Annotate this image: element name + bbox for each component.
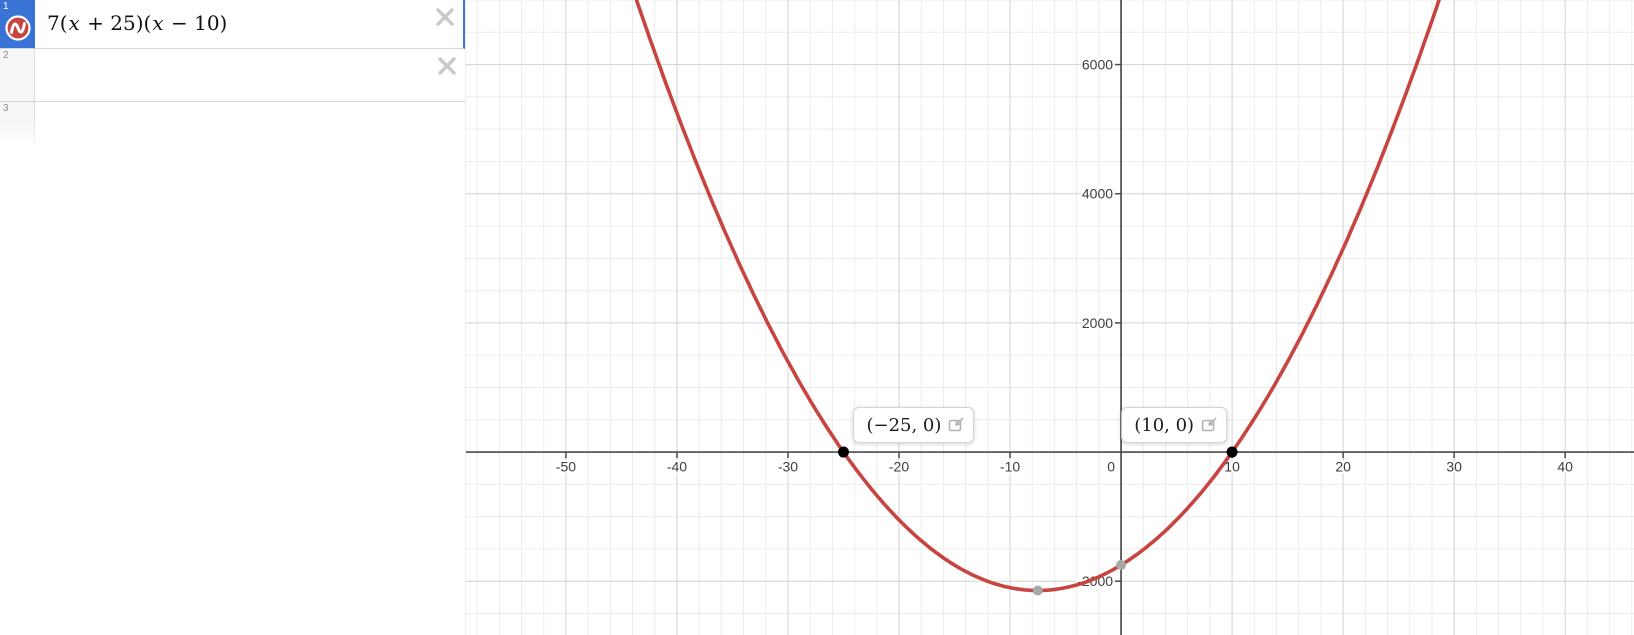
expression-panel: 1 7(x + 25)(x − 10) 2 — [0, 0, 466, 635]
svg-text:-40: -40 — [667, 458, 687, 474]
graph-point[interactable] — [837, 446, 849, 458]
svg-text:-2000: -2000 — [1077, 573, 1113, 589]
svg-text:20: 20 — [1335, 458, 1351, 474]
svg-text:-20: -20 — [889, 458, 909, 474]
svg-text:-50: -50 — [556, 458, 576, 474]
edit-label-icon[interactable] — [1201, 417, 1217, 433]
point-label-text: (−25, 0) — [866, 414, 942, 436]
row-3-number-strip: 3 — [0, 102, 35, 151]
edit-label-icon[interactable] — [948, 417, 964, 433]
graph-canvas[interactable]: -50 -40 -30 -20 -10 0 10 20 30 40600040002000-200… — [466, 0, 1634, 635]
graph-point[interactable] — [1032, 585, 1043, 596]
close-icon[interactable] — [436, 8, 454, 26]
row-1-number-strip[interactable]: 1 — [0, 0, 35, 48]
svg-text:30: 30 — [1446, 458, 1462, 474]
row-3-index: 3 — [3, 103, 9, 114]
svg-text:0: 0 — [1107, 458, 1115, 474]
expression-row-2[interactable]: 2 — [0, 49, 465, 102]
point-label[interactable]: (10, 0) — [1121, 407, 1228, 444]
row-1-index: 1 — [3, 1, 9, 12]
expression-input-empty[interactable] — [35, 49, 465, 101]
row-2-index: 2 — [3, 50, 9, 61]
svg-text:40: 40 — [1557, 458, 1573, 474]
point-label[interactable]: (−25, 0) — [853, 407, 975, 444]
close-icon[interactable] — [438, 57, 456, 75]
expression-text[interactable]: 7(x + 25)(x − 10) — [47, 11, 228, 35]
svg-text:-10: -10 — [1000, 458, 1020, 474]
graph-point[interactable] — [1116, 560, 1127, 571]
svg-text:4000: 4000 — [1082, 186, 1113, 202]
curve-style-icon[interactable] — [4, 14, 32, 42]
graph-point[interactable] — [1226, 446, 1238, 458]
svg-text:6000: 6000 — [1082, 56, 1113, 72]
graph-area[interactable]: -50 -40 -30 -20 -10 0 10 20 30 40 6000 4000 2000 -200… — [466, 0, 1634, 635]
expression-row-3[interactable]: 3 — [0, 102, 465, 151]
point-label-text: (10, 0) — [1134, 414, 1195, 436]
row-2-number-strip[interactable]: 2 — [0, 49, 35, 101]
expression-row-1[interactable]: 1 7(x + 25)(x − 10) — [0, 0, 465, 49]
expression-input-placeholder[interactable] — [35, 102, 465, 151]
svg-text:-30: -30 — [778, 458, 798, 474]
svg-text:2000: 2000 — [1082, 315, 1113, 331]
